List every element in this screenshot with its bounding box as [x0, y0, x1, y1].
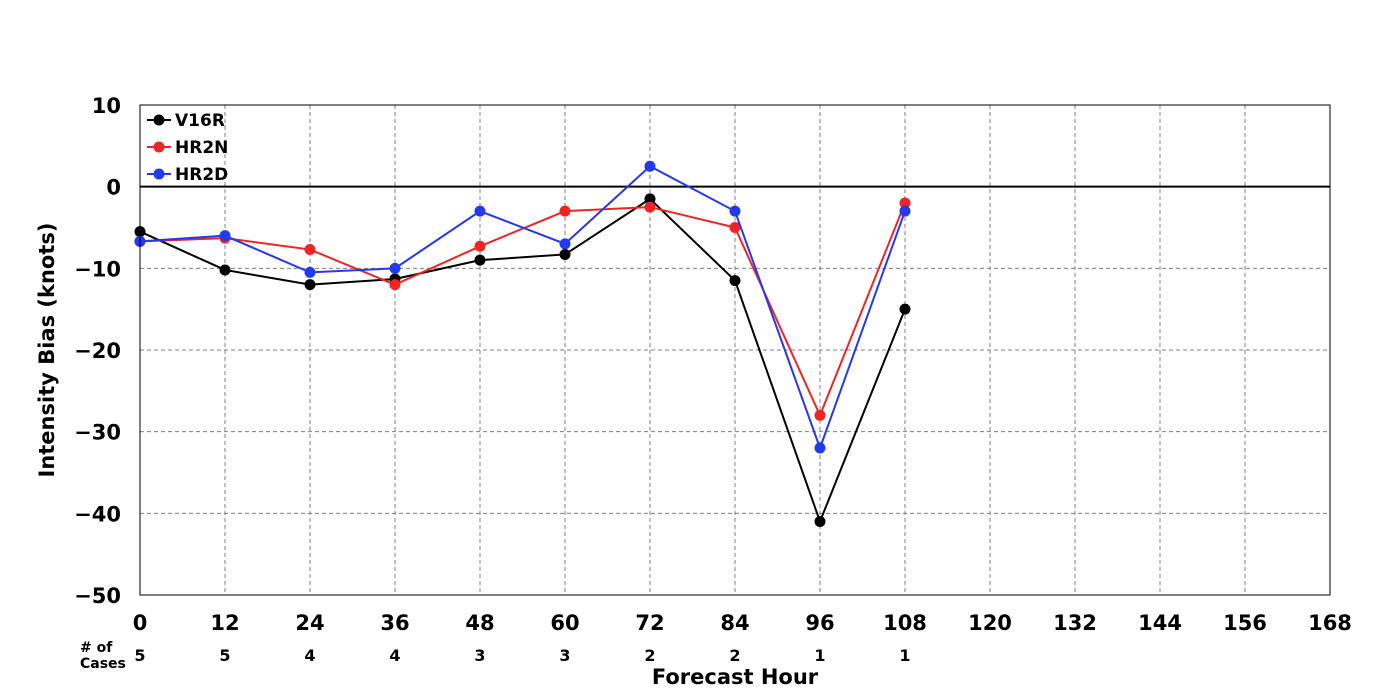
x-tick-label: 48: [465, 611, 494, 635]
x-tick-label: 36: [380, 611, 409, 635]
data-point: [474, 205, 486, 217]
data-point: [899, 205, 911, 217]
data-point: [644, 201, 656, 213]
series-line: [139, 165, 906, 451]
data-point: [899, 197, 911, 209]
data-point: [389, 279, 401, 291]
legend-swatch-marker: [153, 168, 165, 180]
x-tick-label: 24: [295, 611, 324, 635]
legend-swatch-marker: [153, 141, 165, 153]
series-line: [139, 202, 906, 418]
y-tick-labels: 10 0 −10 −20 −30 −40 −50: [74, 94, 121, 608]
cases-count: 4: [389, 646, 400, 665]
legend-item: HR2N: [147, 138, 228, 158]
data-point: [814, 409, 826, 421]
grid-lines: [140, 105, 1330, 595]
legend-swatch-marker: [153, 114, 165, 126]
series-line: [139, 197, 906, 525]
y-tick-label: −40: [74, 502, 121, 526]
legend-item: HR2D: [147, 165, 228, 185]
cases-count: 2: [644, 646, 655, 665]
x-tick-label: 60: [550, 611, 579, 635]
legend: V16R HR2N HR2D: [147, 111, 228, 185]
x-tick-label: 168: [1308, 611, 1352, 635]
y-tick-label: −10: [74, 257, 121, 281]
data-point: [729, 205, 741, 217]
data-point: [559, 248, 571, 260]
data-point: [814, 442, 826, 454]
y-tick-label: −30: [74, 421, 121, 445]
data-point: [219, 264, 231, 276]
y-tick-label: 0: [106, 176, 121, 200]
data-point: [559, 238, 571, 250]
data-point: [474, 254, 486, 266]
cases-label-line2: Cases: [80, 656, 126, 672]
x-axis-title: Forecast Hour: [652, 665, 819, 689]
y-axis-title: Intensity Bias (knots): [35, 223, 59, 478]
cases-count: 3: [559, 646, 570, 665]
cases-count: 5: [134, 646, 145, 665]
x-tick-label: 156: [1223, 611, 1267, 635]
data-point: [304, 266, 316, 278]
series-hr2d: [134, 160, 911, 454]
legend-label: HR2D: [175, 165, 228, 185]
cases-count: 1: [899, 646, 910, 665]
legend-label: V16R: [175, 111, 225, 131]
x-tick-label: 120: [968, 611, 1012, 635]
y-tick-label: −20: [74, 339, 121, 363]
x-tick-label: 108: [883, 611, 927, 635]
x-tick-label: 72: [635, 611, 664, 635]
cases-count: 4: [304, 646, 315, 665]
data-point: [304, 279, 316, 291]
x-tick-labels: 0 12 24 36 48 60 72 84 96 108 120 132 144 156 168: [133, 611, 1352, 635]
legend-item: V16R: [147, 111, 225, 131]
data-point: [474, 240, 486, 252]
data-point: [729, 275, 741, 287]
cases-count: 2: [729, 646, 740, 665]
data-point: [899, 303, 911, 315]
data-point: [644, 160, 656, 172]
cases-count: 1: [814, 646, 825, 665]
series-layer: [134, 160, 911, 527]
data-point: [304, 244, 316, 256]
x-tick-label: 12: [210, 611, 239, 635]
y-tick-label: 10: [92, 94, 121, 118]
data-point: [814, 516, 826, 527]
cases-count: 5: [219, 646, 230, 665]
data-point: [644, 193, 656, 205]
x-tick-label: 144: [1138, 611, 1182, 635]
data-point: [729, 222, 741, 233]
data-point: [219, 230, 231, 242]
x-tick-label: 0: [133, 611, 148, 635]
data-point: [559, 205, 571, 217]
cases-label-line1: # of: [80, 640, 113, 656]
cases-count: 3: [474, 646, 485, 665]
plot-frame: [139, 104, 1331, 596]
x-tick-label: 84: [720, 611, 749, 635]
x-tick-label: 132: [1053, 611, 1097, 635]
cases-row: # of Cases 5 5 4 4 3 3 2 2 1 1: [80, 640, 911, 672]
data-point: [389, 262, 401, 274]
series-hr2n: [134, 197, 911, 421]
y-tick-label: −50: [74, 584, 121, 608]
x-tick-label: 96: [805, 611, 834, 635]
legend-label: HR2N: [175, 138, 228, 158]
